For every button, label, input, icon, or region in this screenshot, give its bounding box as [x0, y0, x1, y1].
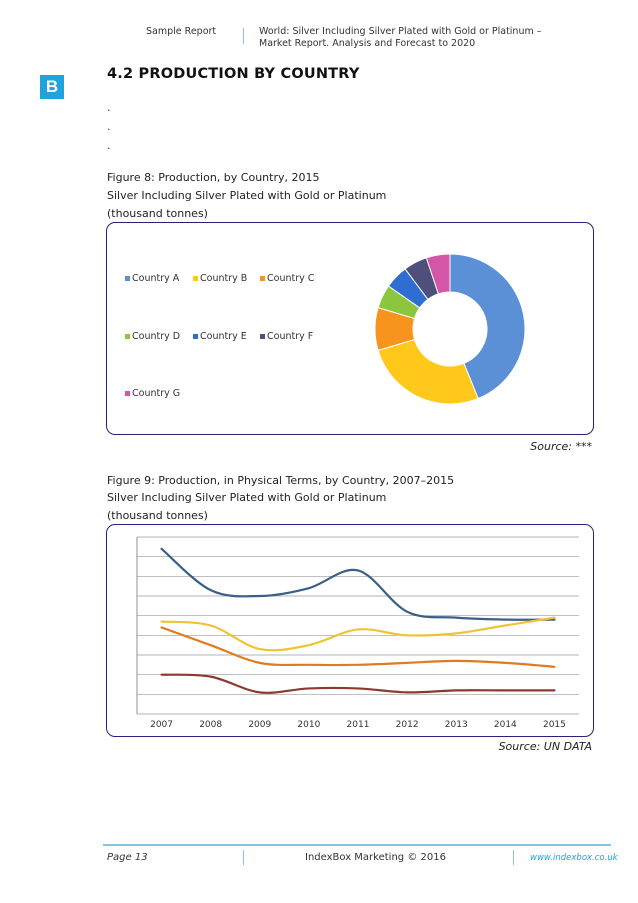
- legend-swatch: [125, 334, 130, 339]
- legend-label: Country C: [267, 273, 315, 284]
- legend-label: Country F: [267, 331, 314, 342]
- placeholder-dot: .: [107, 120, 111, 133]
- header-report-title: World: Silver Including Silver Plated wi…: [259, 26, 542, 49]
- footer-separator: [513, 850, 514, 865]
- figure9-unit: (thousand tonnes): [107, 509, 208, 522]
- x-tick-label: 2010: [297, 720, 320, 730]
- donut-slice: [377, 338, 479, 405]
- footer-copyright: IndexBox Marketing © 2016: [305, 852, 446, 863]
- section-title: 4.2 PRODUCTION BY COUNTRY: [107, 66, 360, 82]
- x-tick-label: 2012: [396, 720, 419, 730]
- header-report-type: Sample Report: [146, 26, 217, 37]
- x-tick-label: 2015: [543, 720, 566, 730]
- figure8-source: Source: ***: [530, 440, 592, 453]
- placeholder-dot: .: [107, 139, 111, 152]
- footer-separator: [243, 850, 244, 865]
- donut-slice: [449, 253, 526, 400]
- figure9-caption: Figure 9: Production, in Physical Terms,…: [107, 474, 455, 487]
- legend-swatch: [260, 276, 265, 281]
- legend-item: Country F: [260, 331, 313, 342]
- line-chart-frame: 2007 2008 2009 2010 2011 2012 2013 2014 2015: [106, 524, 594, 737]
- legend-label: Country A: [132, 273, 180, 284]
- placeholder-dot: .: [107, 101, 111, 114]
- figure9-source: Source: UN DATA: [498, 740, 592, 753]
- legend-label: Country E: [200, 331, 247, 342]
- legend-label: Country D: [132, 331, 181, 342]
- x-tick-label: 2009: [248, 720, 271, 730]
- legend-item: Country G: [125, 388, 180, 399]
- footer-divider: [103, 844, 611, 846]
- x-tick-label: 2007: [150, 720, 173, 730]
- legend-swatch: [193, 334, 198, 339]
- legend-swatch: [260, 334, 265, 339]
- legend-label: Country B: [200, 273, 248, 284]
- donut-slice: [425, 253, 451, 295]
- figure8-subtitle: Silver Including Silver Plated with Gold…: [107, 189, 387, 202]
- legend-item: Country C: [260, 273, 314, 284]
- figure8-unit: (thousand tonnes): [107, 207, 208, 220]
- legend-label: Country G: [132, 388, 181, 399]
- legend-swatch: [125, 391, 130, 396]
- series-line: [160, 673, 556, 694]
- x-tick-label: 2011: [347, 720, 370, 730]
- legend-item: Country A: [125, 273, 179, 284]
- line-chart: 2007 2008 2009 2010 2011 2012 2013 2014 2015: [136, 536, 579, 730]
- donut-chart-frame: Country A Country B Country C Country D Coun…: [106, 222, 594, 435]
- figure9-subtitle: Silver Including Silver Plated with Gold…: [107, 491, 387, 504]
- indexbox-logo: B: [40, 75, 64, 99]
- footer-page-number: Page 13: [107, 852, 148, 863]
- legend-item: Country D: [125, 331, 180, 342]
- legend-item: Country E: [193, 331, 247, 342]
- legend-swatch: [125, 276, 130, 281]
- x-tick-label: 2014: [494, 720, 517, 730]
- donut-chart: [374, 253, 526, 405]
- header-separator: [243, 28, 244, 44]
- legend-swatch: [193, 276, 198, 281]
- series-line: [160, 547, 556, 621]
- footer-website-link[interactable]: www.indexbox.co.uk: [530, 853, 618, 863]
- series-line: [160, 616, 556, 652]
- series-line: [160, 626, 556, 668]
- legend-item: Country B: [193, 273, 247, 284]
- x-tick-label: 2008: [199, 720, 222, 730]
- x-tick-label: 2013: [445, 720, 468, 730]
- figure8-caption: Figure 8: Production, by Country, 2015: [107, 171, 320, 184]
